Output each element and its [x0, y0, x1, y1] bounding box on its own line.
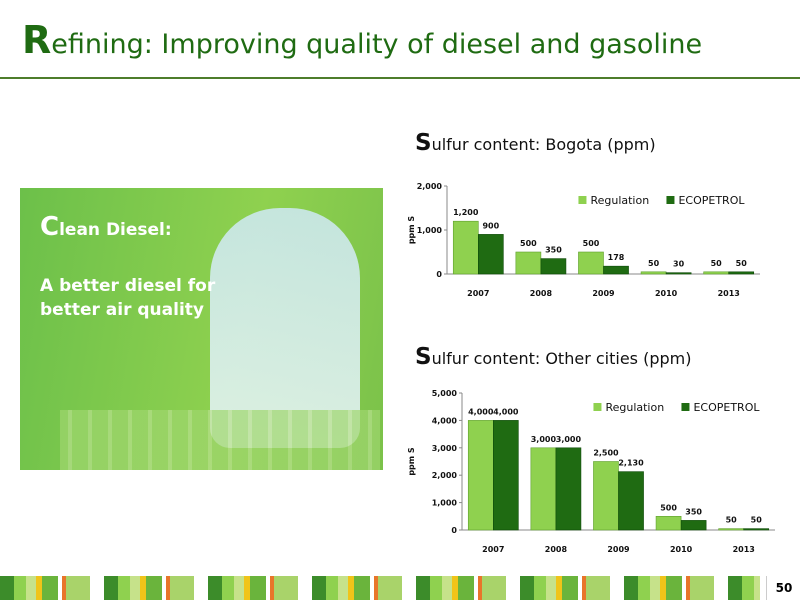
- panel-heading: Clean Diesel:: [40, 212, 172, 242]
- bar: [703, 271, 730, 275]
- value-label: 50: [751, 516, 763, 525]
- value-label: 2,500: [593, 449, 619, 458]
- x-tick-label: 2008: [545, 545, 568, 554]
- x-tick-label: 2009: [607, 545, 630, 554]
- legend-swatch: [578, 196, 587, 204]
- y-tick-label: 2,000: [432, 471, 458, 480]
- bar: [452, 220, 479, 275]
- value-label: 500: [660, 503, 677, 512]
- bar: [493, 420, 519, 531]
- value-label: 50: [726, 516, 738, 525]
- value-label: 500: [520, 239, 537, 248]
- x-tick-label: 2007: [482, 545, 504, 554]
- value-label: 4,000: [468, 407, 494, 416]
- bar: [593, 461, 619, 531]
- legend-label: Regulation: [605, 401, 664, 414]
- x-tick-label: 2008: [530, 289, 553, 298]
- value-label: 1,200: [453, 208, 479, 217]
- value-label: 50: [736, 259, 748, 268]
- bar: [478, 234, 504, 275]
- y-tick-label: 1,000: [417, 226, 443, 235]
- chart-title: Sulfur content: Bogota (ppm): [415, 130, 656, 156]
- x-tick-label: 2013: [718, 289, 740, 298]
- bar: [680, 520, 707, 531]
- legend-label: ECOPETROL: [678, 194, 745, 207]
- y-tick-label: 4,000: [432, 416, 458, 425]
- bar: [655, 516, 682, 531]
- value-label: 2,130: [618, 459, 644, 468]
- value-label: 900: [482, 221, 499, 230]
- y-tick-label: 3,000: [432, 444, 458, 453]
- page-number: 50: [766, 576, 800, 600]
- bar: [555, 447, 582, 531]
- y-tick-label: 2,000: [417, 182, 443, 191]
- value-label: 3,000: [531, 435, 557, 444]
- chart-title: Sulfur content: Other cities (ppm): [415, 344, 692, 370]
- bar: [665, 272, 692, 275]
- bar: [618, 471, 644, 531]
- bar: [530, 447, 557, 531]
- legend-label: Regulation: [590, 194, 649, 207]
- bar: [467, 420, 494, 531]
- value-label: 178: [608, 253, 625, 262]
- y-axis-label: ppm S: [407, 216, 416, 245]
- silhouette: [210, 208, 360, 448]
- x-tick-label: 2010: [655, 289, 678, 298]
- bar: [718, 528, 745, 531]
- image-panel: Clean Diesel: A better diesel for better…: [20, 188, 383, 470]
- footer-stripe: [0, 576, 760, 600]
- x-tick-label: 2007: [467, 289, 489, 298]
- bar: [743, 528, 770, 531]
- value-label: 350: [685, 507, 702, 516]
- value-label: 4,000: [493, 407, 519, 416]
- value-label: 350: [545, 246, 562, 255]
- chart: 0 1,000 2,000 3,000 4,000 5,000 ppm S 2007 4,000…: [407, 389, 775, 554]
- value-label: 30: [673, 260, 685, 269]
- bar: [515, 251, 542, 275]
- x-tick-label: 2010: [670, 545, 693, 554]
- legend-label: ECOPETROL: [693, 401, 760, 414]
- value-label: 3,000: [556, 435, 582, 444]
- panel-text: A better diesel for better air quality: [40, 276, 216, 320]
- y-axis-label: ppm S: [407, 447, 416, 476]
- legend-swatch: [681, 403, 690, 411]
- y-tick-label: 5,000: [432, 389, 458, 398]
- bar: [728, 271, 755, 275]
- slide-title: Refining: Improving quality of diesel an…: [22, 18, 703, 62]
- y-tick-label: 0: [451, 526, 457, 535]
- value-label: 50: [648, 259, 660, 268]
- bar: [578, 251, 604, 275]
- skyline: [60, 410, 380, 470]
- title-rule: [0, 77, 800, 79]
- value-label: 50: [711, 259, 723, 268]
- bar: [603, 265, 629, 275]
- y-tick-label: 0: [436, 270, 442, 279]
- x-tick-label: 2013: [733, 545, 755, 554]
- x-tick-label: 2009: [592, 289, 615, 298]
- value-label: 500: [583, 239, 600, 248]
- bar: [540, 258, 567, 275]
- legend-swatch: [593, 403, 602, 411]
- legend-swatch: [666, 196, 675, 204]
- bar: [640, 271, 667, 275]
- y-tick-label: 1,000: [432, 499, 458, 508]
